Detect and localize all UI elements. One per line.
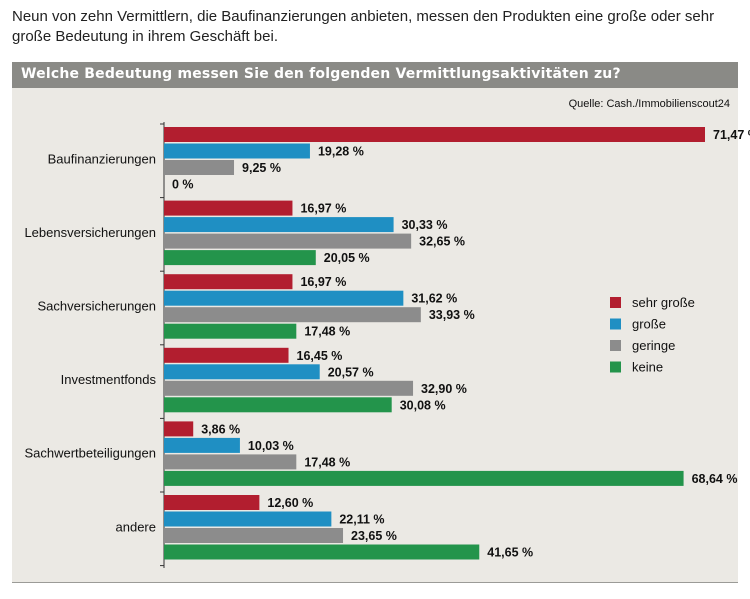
data-label: 19,28 % [318, 145, 364, 159]
data-label: 32,65 % [419, 235, 465, 249]
data-label: 12,60 % [267, 496, 313, 510]
bar-0 [164, 347, 289, 363]
bar-2 [164, 160, 235, 175]
bar-1 [164, 511, 332, 527]
bar-0 [164, 127, 705, 142]
legend-label: große [632, 317, 666, 332]
category-label: Baufinanzierungen [48, 151, 156, 166]
data-label: 68,64 % [692, 472, 738, 486]
data-label: 41,65 % [487, 546, 533, 560]
data-label: 17,48 % [304, 455, 350, 469]
bar-3 [164, 250, 316, 266]
chart-title: Welche Bedeutung messen Sie den folgende… [21, 66, 621, 82]
bar-0 [164, 495, 260, 510]
source-note: Quelle: Cash./Immobilienscout24 [568, 98, 730, 110]
bar-0 [164, 200, 293, 216]
data-label: 20,05 % [324, 251, 370, 265]
category-label: Sachversicherungen [37, 298, 156, 313]
legend-label: sehr große [632, 295, 695, 310]
bar-0 [164, 421, 194, 437]
data-label: 32,90 % [421, 382, 467, 396]
bar-2 [164, 380, 414, 396]
legend-swatch [610, 361, 621, 373]
data-label: 17,48 % [304, 325, 350, 339]
data-label: 33,93 % [429, 308, 475, 322]
data-label: 16,97 % [300, 275, 346, 289]
legend-label: geringe [632, 338, 675, 353]
bar-1 [164, 290, 404, 306]
bar-1 [164, 143, 310, 159]
bar-3 [164, 470, 684, 486]
data-label: 22,11 % [339, 513, 384, 527]
data-label: 20,57 % [328, 365, 374, 379]
category-label: Sachwertbeteiligungen [24, 446, 156, 461]
legend-swatch [610, 318, 621, 330]
data-label: 23,65 % [351, 529, 397, 543]
legend-swatch [610, 297, 621, 308]
chart-header: Welche Bedeutung messen Sie den folgende… [12, 62, 738, 88]
bar-2 [164, 454, 297, 470]
bar-1 [164, 437, 240, 453]
data-label: 16,97 % [300, 202, 346, 216]
bar-2 [164, 307, 421, 323]
data-label: 10,03 % [248, 439, 294, 453]
data-label: 31,62 % [411, 292, 457, 306]
legend-swatch [610, 340, 621, 351]
category-label: andere [116, 519, 156, 534]
legend-label: keine [632, 360, 663, 375]
data-label: 9,25 % [242, 161, 281, 175]
category-label: Investmentfonds [61, 372, 157, 387]
bar-2 [164, 528, 344, 543]
data-label: 30,33 % [402, 218, 448, 232]
data-label: 30,08 % [400, 398, 446, 412]
bar-1 [164, 364, 320, 380]
data-label: 3,86 % [201, 422, 240, 436]
data-label: 0 % [172, 178, 194, 192]
data-label: 16,45 % [297, 349, 343, 363]
bar-0 [164, 274, 293, 290]
intro-text: Neun von zehn Vermittlern, die Baufinanz… [12, 8, 715, 45]
bar-3 [164, 323, 297, 339]
bar-1 [164, 217, 394, 233]
bar-2 [164, 233, 412, 249]
bar-3 [164, 544, 480, 560]
data-label: 71,47 % [713, 128, 750, 142]
bottom-rule [12, 582, 738, 583]
bar-3 [164, 397, 392, 413]
chart-panel [12, 88, 738, 582]
category-label: Lebensversicherungen [24, 225, 156, 240]
